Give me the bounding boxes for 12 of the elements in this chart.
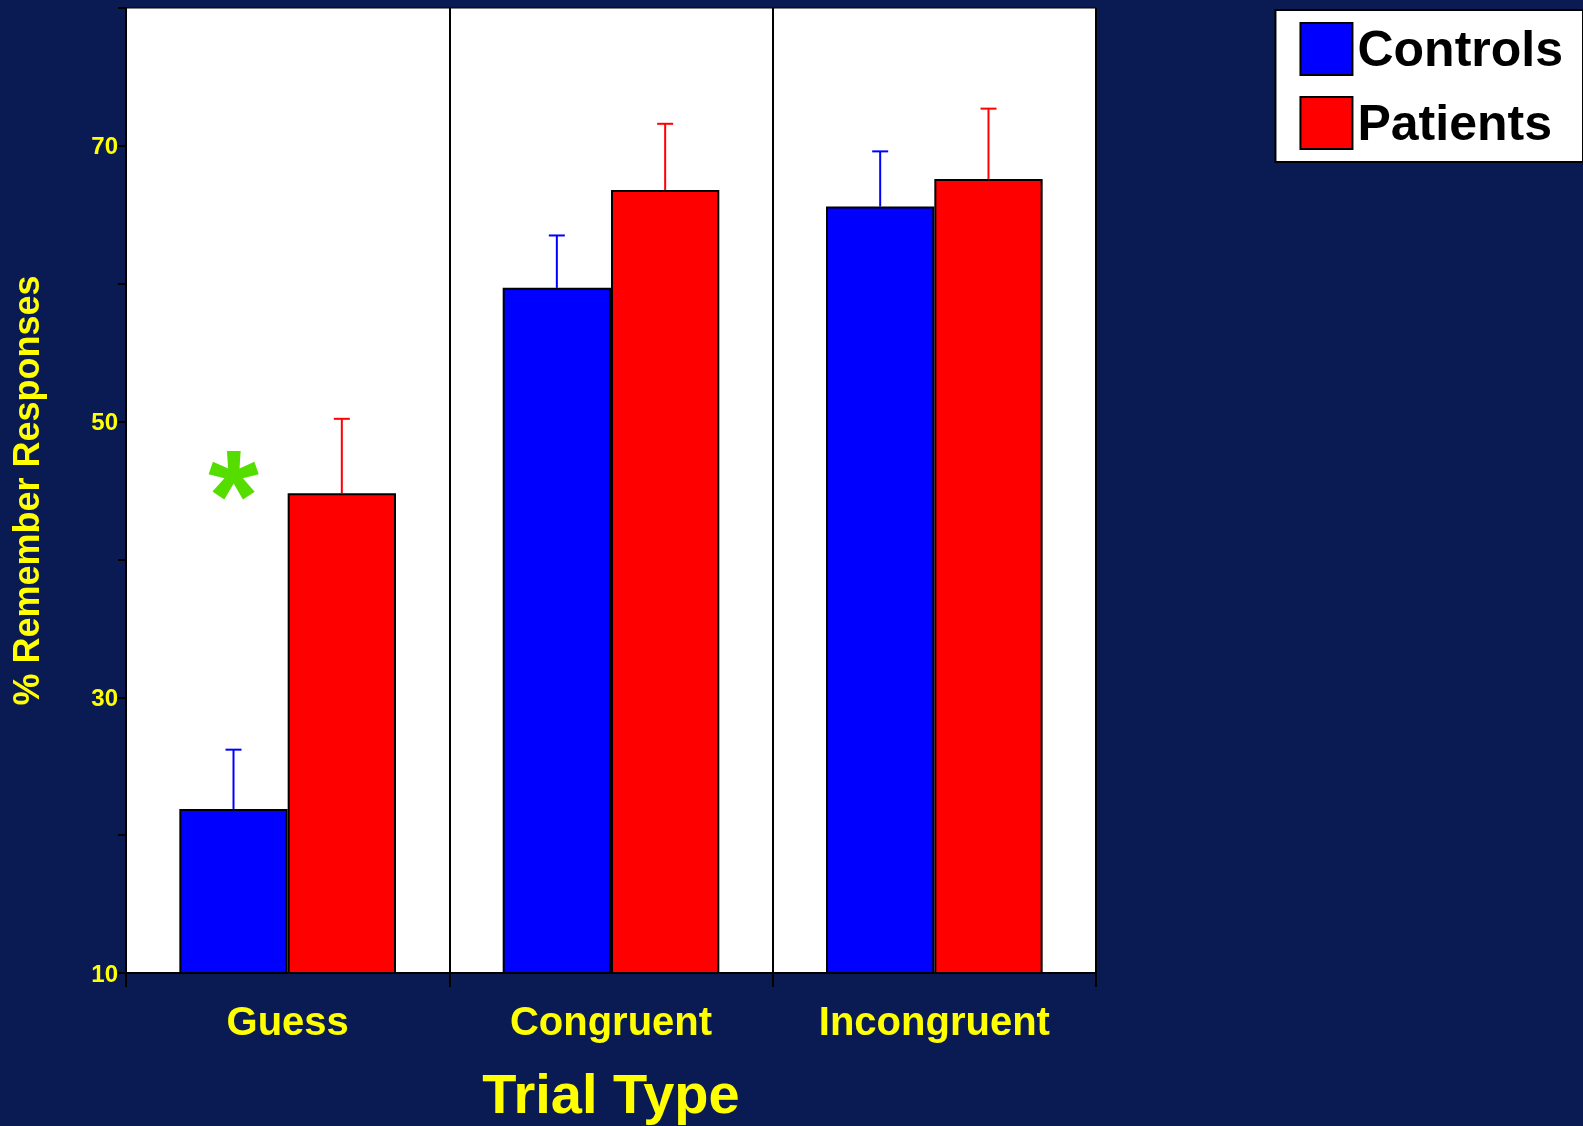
x-axis-title: Trial Type [482,1061,740,1125]
y-tick-label: 10 [91,959,118,987]
y-tick-label: 70 [91,132,118,160]
x-tick-label: Congruent [509,999,713,1043]
y-axis-title: % Remember Responses [5,275,47,706]
x-tick-label: Guess [226,999,349,1043]
annotation: * [208,422,260,569]
y-tick-label: 50 [91,408,118,436]
x-tick-label: Incongruent [818,999,1050,1043]
y-tick-label: 30 [91,683,118,711]
legend-label: Controls [1357,21,1563,77]
legend-label: Patients [1357,95,1552,151]
